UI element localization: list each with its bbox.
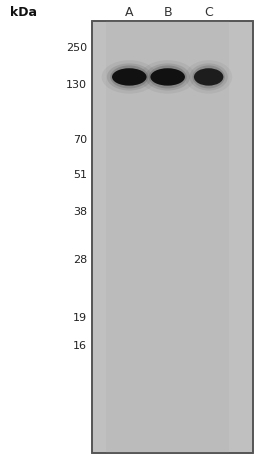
Ellipse shape [107,63,152,91]
Ellipse shape [185,60,232,93]
Ellipse shape [112,68,146,86]
Text: 16: 16 [73,341,87,351]
Bar [92,21,253,453]
Ellipse shape [151,68,185,86]
Bar [92,21,253,453]
Ellipse shape [189,63,228,91]
Text: A: A [125,6,134,19]
Text: 28: 28 [73,255,87,265]
Text: 38: 38 [73,207,87,217]
Bar [147,21,188,453]
Ellipse shape [145,63,190,91]
Bar [106,21,147,453]
Text: B: B [163,6,172,19]
Text: kDa: kDa [9,6,37,19]
Ellipse shape [140,60,195,93]
Ellipse shape [193,65,225,88]
Text: 19: 19 [73,313,87,323]
Text: 250: 250 [66,43,87,53]
Ellipse shape [102,60,157,93]
Text: 51: 51 [73,170,87,180]
Ellipse shape [194,68,223,86]
Ellipse shape [110,65,148,88]
Text: C: C [204,6,213,19]
Ellipse shape [149,65,187,88]
Bar [188,21,229,453]
Text: 70: 70 [73,135,87,145]
Text: 130: 130 [66,80,87,90]
